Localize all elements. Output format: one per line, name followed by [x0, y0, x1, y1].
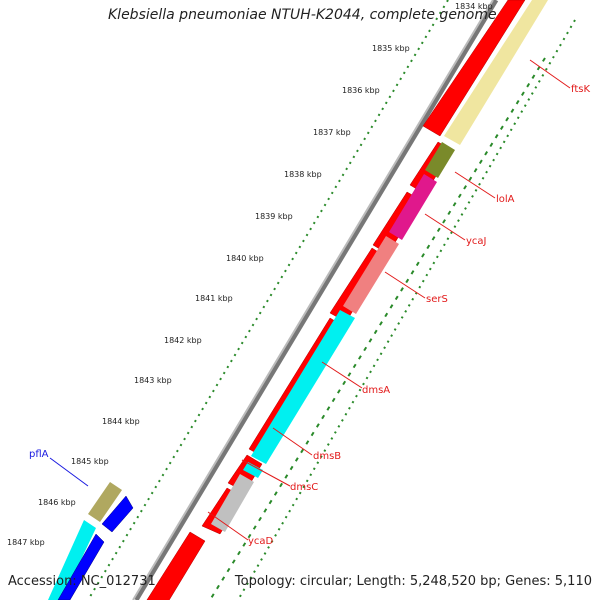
- feature-bands: [48, 0, 548, 600]
- tick-dotted-lines: [87, 0, 576, 600]
- band-dmsa: [251, 310, 355, 464]
- tick-label: 1847 kbp: [7, 538, 45, 547]
- inner-ticks: [209, 57, 546, 600]
- gene-leader-pfla: [49, 457, 89, 487]
- backbone-line: [133, 0, 499, 600]
- band-sers: [343, 236, 399, 314]
- tick-label: 1837 kbp: [313, 128, 351, 137]
- gene-arrow-ftsk: [422, 0, 526, 137]
- tick-label: 1841 kbp: [195, 294, 233, 303]
- gene-label-ycaj[interactable]: ycaJ: [466, 236, 487, 247]
- band-ycaj: [389, 174, 437, 240]
- tick-label: 1838 kbp: [284, 170, 322, 179]
- tick-label: 1842 kbp: [164, 336, 202, 345]
- tick-label: 1834 kbp: [455, 2, 493, 11]
- band-reverse-1: [48, 520, 96, 600]
- gene-leader-ftsk: [529, 59, 571, 89]
- backbone-highlight: [132, 0, 494, 600]
- gene-leader-sers: [384, 271, 426, 299]
- band-dmsc: [211, 474, 254, 532]
- gene-label-ftsk[interactable]: ftsK: [571, 84, 590, 95]
- gene-leader-dmsb: [272, 427, 313, 456]
- tick-label: 1835 kbp: [372, 44, 410, 53]
- gene-label-dmsb[interactable]: dmsB: [313, 451, 341, 462]
- tick-label: 1844 kbp: [102, 417, 140, 426]
- tick-label: 1836 kbp: [342, 86, 380, 95]
- accession-text: Accession: NC_012731: [8, 574, 156, 589]
- gene-arrow-reverse: [57, 533, 105, 600]
- genome-summary: Topology: circular; Length: 5,248,520 bp…: [234, 574, 592, 589]
- gene-labels: ftsK lolA ycaJ serS dmsA dmsB dmsC ycaD pflA: [29, 59, 590, 547]
- gene-leader-lola: [454, 171, 496, 199]
- tick-label: 1843 kbp: [134, 376, 172, 385]
- gene-label-sers[interactable]: serS: [426, 294, 448, 305]
- gene-leader-dmsa: [321, 361, 363, 389]
- gene-arrow-pfla: [101, 495, 134, 533]
- gene-leader-dmsc: [241, 459, 291, 487]
- outer-dotted-line: [87, 0, 449, 600]
- tick-label: 1840 kbp: [226, 254, 264, 263]
- tick-label: 1839 kbp: [255, 212, 293, 221]
- gene-leader-ycaj: [424, 213, 466, 241]
- tick-label: 1846 kbp: [38, 498, 76, 507]
- gene-label-pfla[interactable]: pflA: [29, 449, 49, 460]
- tick-labels: 1834 kbp 1835 kbp 1836 kbp 1837 kbp 1838 kbp…: [7, 2, 493, 547]
- band-dmsb: [243, 462, 263, 478]
- reverse-cds-track: [57, 495, 134, 600]
- band-lola: [425, 142, 455, 178]
- gene-label-dmsc[interactable]: dmsC: [290, 482, 318, 493]
- gene-label-ycad[interactable]: ycaD: [248, 536, 274, 547]
- genome-title: Klebsiella pneumoniae NTUH-K2044, comple…: [108, 7, 497, 23]
- band-pfla: [88, 482, 122, 522]
- band-ftsk: [444, 0, 548, 145]
- gene-label-dmsa[interactable]: dmsA: [362, 385, 390, 396]
- gene-label-lola[interactable]: lolA: [496, 194, 515, 205]
- inner-tick-line: [209, 57, 546, 600]
- gene-arrow-ycad: [146, 531, 206, 600]
- inner-dotted-line: [237, 19, 576, 600]
- tick-label: 1845 kbp: [71, 457, 109, 466]
- gene-leader-ycad: [207, 511, 249, 541]
